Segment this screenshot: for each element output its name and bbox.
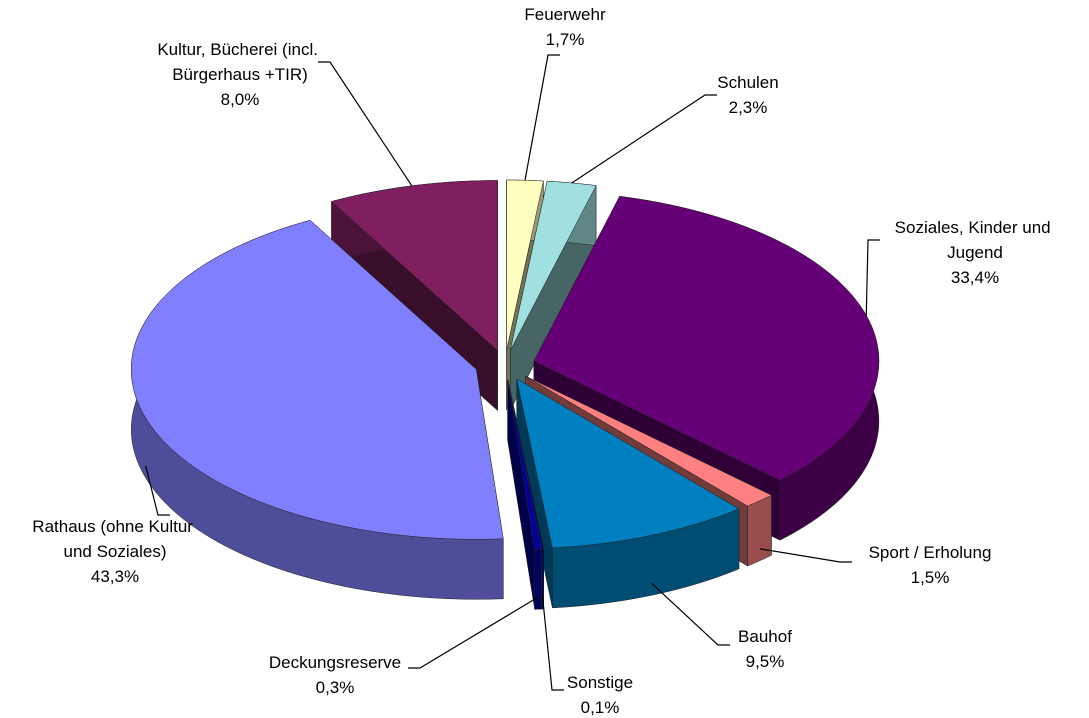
- label-line: Deckungsreserve: [269, 653, 401, 672]
- value-label: 1,5%: [911, 568, 950, 587]
- slice-top: [516, 378, 740, 549]
- label-line: Sport / Erholung: [869, 543, 992, 562]
- value-label: 43,3%: [91, 567, 139, 586]
- slice: [516, 378, 740, 609]
- leader-line: [145, 465, 170, 516]
- label-line: Jugend: [947, 243, 1003, 262]
- label-line: Rathaus (ohne Kultur: [32, 517, 197, 536]
- leader-line: [651, 582, 730, 646]
- value-label: 9,5%: [746, 652, 785, 671]
- label-line: Bürgerhaus +TIR): [172, 65, 308, 84]
- leader-line: [542, 597, 564, 691]
- slice: [510, 180, 597, 411]
- value-label: 33,4%: [951, 268, 999, 287]
- slice-top: [131, 220, 504, 540]
- value-label: 1,7%: [546, 30, 585, 49]
- label-line: Soziales, Kinder und: [895, 218, 1056, 237]
- value-label: 0,3%: [316, 678, 355, 697]
- category-label: Rathaus (ohne Kultur und Soziales): [32, 517, 197, 561]
- category-label: Bauhof: [738, 627, 792, 646]
- category-label: Kultur, Bücherei (incl. Bürgerhaus +TIR): [157, 40, 322, 84]
- leader-line: [865, 239, 880, 316]
- label-line: Sonstige: [567, 673, 633, 692]
- category-label: Sonstige: [567, 673, 633, 692]
- slice: [507, 379, 542, 610]
- category-label: Soziales, Kinder und Jugend: [895, 218, 1056, 262]
- value-label: 2,3%: [729, 98, 768, 117]
- value-label: 8,0%: [221, 90, 260, 109]
- slice-top: [507, 379, 544, 550]
- category-label: Sport / Erholung: [869, 543, 992, 562]
- label-line: Bauhof: [738, 627, 792, 646]
- leader-line: [408, 596, 539, 669]
- slice-wall: [747, 494, 772, 567]
- leader-line: [524, 54, 560, 181]
- label-line: und Soziales): [63, 542, 166, 561]
- label-line: Kultur, Bücherei (incl.: [157, 40, 322, 59]
- slice-top: [510, 180, 597, 351]
- category-label: Feuerwehr: [524, 5, 606, 24]
- slice-top: [525, 375, 773, 507]
- slice: [131, 219, 504, 600]
- slice-top: [330, 180, 498, 352]
- slice-wall: [534, 548, 542, 610]
- leader-line: [571, 94, 717, 184]
- category-label: Schulen: [717, 73, 778, 92]
- leader-line: [318, 61, 413, 187]
- slice-top: [507, 379, 542, 550]
- value-label: 0,1%: [581, 698, 620, 717]
- leader-line: [759, 548, 852, 563]
- category-label: Deckungsreserve: [269, 653, 401, 672]
- label-line: Feuerwehr: [524, 5, 606, 24]
- label-line: Schulen: [717, 73, 778, 92]
